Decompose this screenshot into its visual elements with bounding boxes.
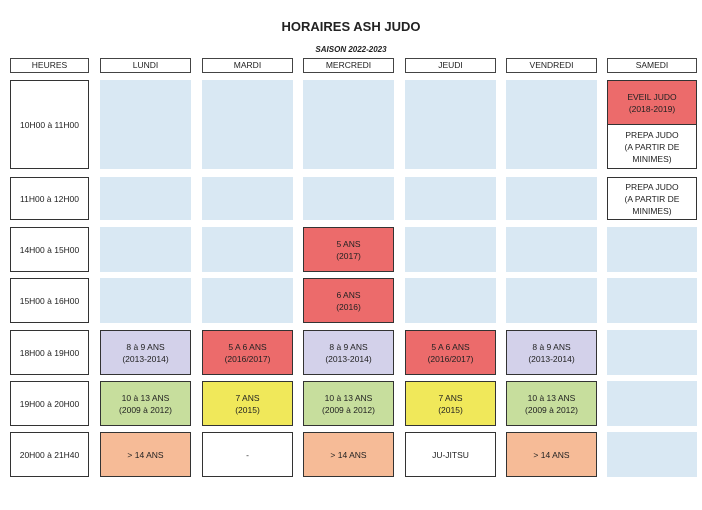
class-label-line: MINIMES) xyxy=(632,153,672,164)
class-label-line: 5 ANS xyxy=(336,238,361,249)
class-slot: PREPA JUDO (A PARTIR DE MINIMES) xyxy=(607,177,697,220)
class-label-line: JU-JITSU xyxy=(432,449,469,460)
empty-slot xyxy=(100,278,191,323)
class-label-line: > 14 ANS xyxy=(533,449,570,460)
header-vendredi: VENDREDI xyxy=(506,58,597,73)
time-slot-cell: 15H00 à 16H00 xyxy=(10,278,89,323)
class-label-line: (2009 à 2012) xyxy=(119,404,172,415)
empty-slot xyxy=(405,278,496,323)
empty-slot xyxy=(303,80,394,169)
class-label-line: (2013-2014) xyxy=(528,353,575,364)
class-label-line: (2016/2017) xyxy=(224,353,271,364)
empty-slot xyxy=(100,227,191,272)
class-slot: > 14 ANS xyxy=(100,432,191,477)
class-label-line: 10 à 13 ANS xyxy=(324,392,373,403)
time-slot-cell: 18H00 à 19H00 xyxy=(10,330,89,375)
class-label-line: 10 à 13 ANS xyxy=(121,392,170,403)
class-label-line: (2009 à 2012) xyxy=(322,404,375,415)
class-label-line: 5 A 6 ANS xyxy=(431,341,470,352)
class-slot: PREPA JUDO (A PARTIR DE MINIMES) xyxy=(607,125,697,169)
empty-slot xyxy=(303,177,394,220)
time-slot-cell: 11H00 à 12H00 xyxy=(10,177,89,220)
empty-slot xyxy=(607,227,697,272)
header-lundi: LUNDI xyxy=(100,58,191,73)
header-mercredi: MERCREDI xyxy=(303,58,394,73)
class-label-line: PREPA JUDO xyxy=(625,129,679,140)
empty-slot xyxy=(202,80,293,169)
empty-slot xyxy=(607,381,697,426)
class-slot: 7 ANS (2015) xyxy=(405,381,496,426)
class-label-line: (2018-2019) xyxy=(628,103,676,114)
class-label-line: (2013-2014) xyxy=(122,353,169,364)
class-label-line: (2015) xyxy=(438,404,463,415)
empty-slot xyxy=(202,177,293,220)
time-slot-cell: 14H00 à 15H00 xyxy=(10,227,89,272)
class-label-line: (2015) xyxy=(235,404,260,415)
class-label-line: (A PARTIR DE xyxy=(624,141,680,152)
empty-slot xyxy=(100,80,191,169)
class-label-line: 8 à 9 ANS xyxy=(126,341,165,352)
class-slot: > 14 ANS xyxy=(303,432,394,477)
class-label-line: (2013-2014) xyxy=(325,353,372,364)
class-label-line: EVEIL JUDO xyxy=(627,91,677,102)
header-mardi: MARDI xyxy=(202,58,293,73)
class-label-line: (A PARTIR DE xyxy=(624,193,680,204)
class-label-line: 7 ANS xyxy=(235,392,260,403)
empty-slot xyxy=(405,227,496,272)
empty-slot xyxy=(506,278,597,323)
empty-slot xyxy=(506,80,597,169)
class-slot: 8 à 9 ANS (2013-2014) xyxy=(506,330,597,375)
empty-slot xyxy=(405,177,496,220)
class-label-line: 7 ANS xyxy=(438,392,463,403)
class-label-line: > 14 ANS xyxy=(127,449,164,460)
class-slot: 5 A 6 ANS (2016/2017) xyxy=(405,330,496,375)
class-slot: > 14 ANS xyxy=(506,432,597,477)
class-slot: 7 ANS (2015) xyxy=(202,381,293,426)
class-label-line: (2016) xyxy=(336,301,361,312)
time-slot-cell: 20H00 à 21H40 xyxy=(10,432,89,477)
class-label-line: (2016/2017) xyxy=(427,353,474,364)
class-label-line: - xyxy=(246,449,249,460)
empty-slot xyxy=(607,330,697,375)
header-hours: HEURES xyxy=(10,58,89,73)
class-label-line: 8 à 9 ANS xyxy=(532,341,571,352)
empty-slot xyxy=(607,432,697,477)
class-label-line: MINIMES) xyxy=(632,205,672,216)
page-title: HORAIRES ASH JUDO xyxy=(281,19,421,34)
class-slot: 8 à 9 ANS (2013-2014) xyxy=(303,330,394,375)
class-slot: EVEIL JUDO (2018-2019) xyxy=(607,80,697,125)
class-slot: 8 à 9 ANS (2013-2014) xyxy=(100,330,191,375)
empty-slot xyxy=(506,177,597,220)
empty-slot xyxy=(202,278,293,323)
class-slot: 6 ANS (2016) xyxy=(303,278,394,323)
header-jeudi: JEUDI xyxy=(405,58,496,73)
time-slot-cell: 19H00 à 20H00 xyxy=(10,381,89,426)
time-slot-cell: 10H00 à 11H00 xyxy=(10,80,89,169)
empty-slot xyxy=(506,227,597,272)
empty-slot xyxy=(202,227,293,272)
class-label-line: PREPA JUDO xyxy=(625,181,679,192)
class-slot: JU-JITSU xyxy=(405,432,496,477)
class-slot: 5 A 6 ANS (2016/2017) xyxy=(202,330,293,375)
class-label-line: 5 A 6 ANS xyxy=(228,341,267,352)
class-label-line: 10 à 13 ANS xyxy=(527,392,576,403)
class-slot: 5 ANS (2017) xyxy=(303,227,394,272)
class-slot: - xyxy=(202,432,293,477)
class-label-line: 6 ANS xyxy=(336,289,361,300)
class-label-line: > 14 ANS xyxy=(330,449,367,460)
class-slot: 10 à 13 ANS (2009 à 2012) xyxy=(303,381,394,426)
class-label-line: (2017) xyxy=(336,250,361,261)
season-label: SAISON 2022-2023 xyxy=(315,45,387,54)
empty-slot xyxy=(607,278,697,323)
header-samedi: SAMEDI xyxy=(607,58,697,73)
class-slot: 10 à 13 ANS (2009 à 2012) xyxy=(506,381,597,426)
empty-slot xyxy=(100,177,191,220)
class-label-line: (2009 à 2012) xyxy=(525,404,578,415)
class-slot: 10 à 13 ANS (2009 à 2012) xyxy=(100,381,191,426)
empty-slot xyxy=(405,80,496,169)
class-label-line: 8 à 9 ANS xyxy=(329,341,368,352)
